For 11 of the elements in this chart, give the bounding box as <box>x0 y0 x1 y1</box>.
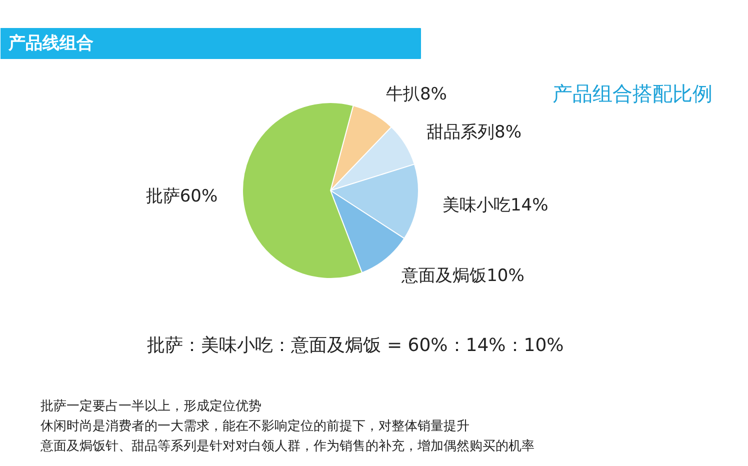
slice-label: 美味小吃14% <box>442 195 548 216</box>
text: 意面及焗饭针、甜品等系列是针对对白领人群，作为销售的补充，增加偶然购买的机率 <box>40 438 534 454</box>
slice-label: 批萨60% <box>146 186 218 206</box>
slice-label: 牛扒8% <box>386 84 447 105</box>
text: 批萨一定要占一半以上，形成定位优势 <box>40 399 262 414</box>
text: 休闲时尚是消费者的一大需求，能在不影响定位的前提下，对整体销量提升 <box>40 419 470 434</box>
chart-title: 产品线组合 <box>8 34 94 54</box>
text: 产品组合搭配比例 <box>552 82 712 106</box>
slice-label: 甜品系列8% <box>426 122 522 143</box>
text: 批萨：美味小吃：意面及焗饭 = 60%：14%：10% <box>147 335 564 356</box>
slice-label: 意面及焗饭10% <box>400 266 524 286</box>
